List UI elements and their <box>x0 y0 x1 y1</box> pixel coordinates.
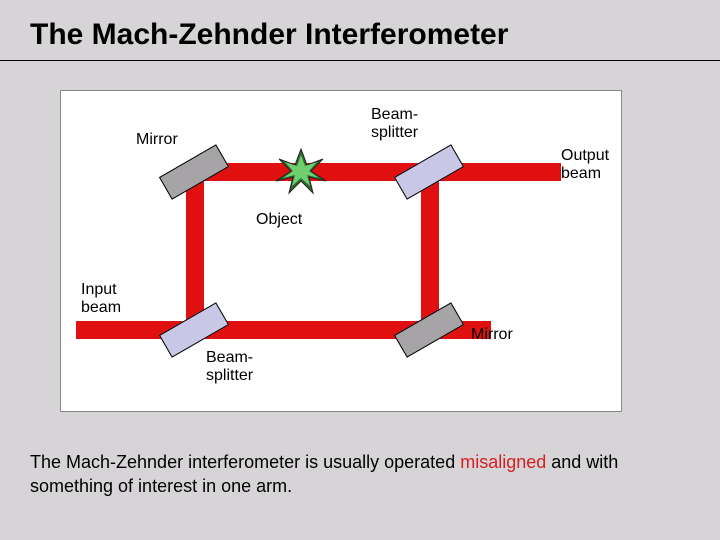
title-underline <box>0 60 720 61</box>
caption-pre: The Mach-Zehnder interferometer is usual… <box>30 452 460 472</box>
object-icon <box>271 141 331 196</box>
page-title: The Mach-Zehnder Interferometer <box>30 18 508 52</box>
diagram-panel: Mirror Beam- splitter Output beam Object… <box>60 90 622 412</box>
label-object: Object <box>256 211 302 229</box>
label-output: Output beam <box>561 147 609 184</box>
label-mirror-top: Mirror <box>136 131 178 149</box>
label-beamsplitter-bottom: Beam- splitter <box>206 349 253 386</box>
caption: The Mach-Zehnder interferometer is usual… <box>30 450 690 499</box>
label-beamsplitter-top: Beam- splitter <box>371 106 418 143</box>
caption-highlight: misaligned <box>460 452 546 472</box>
label-input: Input beam <box>81 281 121 318</box>
label-mirror-bottom: Mirror <box>471 326 513 344</box>
